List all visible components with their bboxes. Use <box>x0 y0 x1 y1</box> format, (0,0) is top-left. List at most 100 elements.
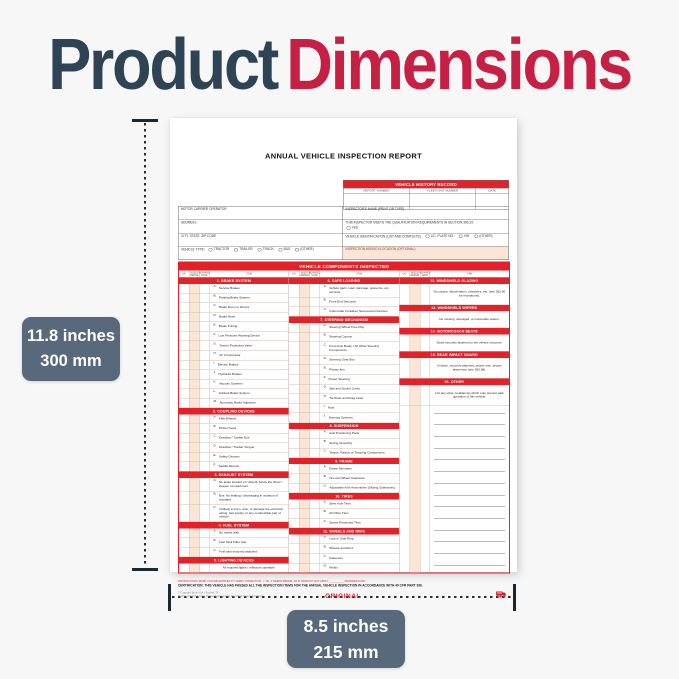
item-letter: A. <box>213 478 217 483</box>
inspection-item-row: No missing, damaged, or inoperable wiper… <box>399 311 509 329</box>
repaired-date-cell <box>200 398 210 408</box>
radio-option: (OTHER) <box>474 234 493 239</box>
item-text: Vehicle parts, load, dunnage, spare tire… <box>329 286 391 294</box>
field-options: YES <box>346 226 507 230</box>
needs-repair-cell <box>189 547 200 557</box>
inspection-item-row: K. Vacuum Systems <box>179 379 289 389</box>
dimension-cap-icon <box>513 584 516 611</box>
item-cell: A. Lock or Side Ring <box>320 534 399 543</box>
item-cell: C. Fuel tank securely attached. <box>210 548 289 557</box>
item-cell: C. Fasteners <box>320 554 399 563</box>
column-header-cell: REPAIRED DATE <box>419 270 431 278</box>
height-mm: 300 mm <box>40 352 102 370</box>
write-line <box>433 413 505 414</box>
inspection-item-row: G. Tractor Protection Valve <box>179 341 289 351</box>
ok-cell <box>399 405 410 573</box>
item-text: Safety Devices <box>218 455 240 459</box>
item-letter: C. <box>213 434 217 438</box>
radio-option-label: TRAILER <box>239 247 253 252</box>
ok-cell <box>179 423 190 433</box>
item-text: Adjustable Axle Assemblies (Sliding Subf… <box>329 486 395 490</box>
item-letter: J. <box>323 413 327 418</box>
ok-cell <box>289 332 300 342</box>
item-text: Steering Gear Box <box>329 358 355 362</box>
ok-cell <box>289 448 300 458</box>
repaired-date-cell <box>310 473 320 483</box>
repaired-date-cell <box>200 423 210 433</box>
ok-cell <box>289 438 300 448</box>
item-letter: A. <box>323 429 327 434</box>
item-letter: A. <box>213 415 217 419</box>
item-letter: E. <box>323 365 327 370</box>
item-letter: B. <box>213 294 217 298</box>
ok-cell <box>179 312 190 322</box>
ok-cell <box>179 537 190 548</box>
needs-repair-cell <box>189 398 200 408</box>
inspection-item-row: C. Fasteners <box>289 553 399 564</box>
inspection-item-row: B. Steering Column <box>289 332 399 343</box>
item-cell: C. Speed-Restricted Tires <box>320 519 399 528</box>
inspection-item-row: C. Speed-Restricted Tires <box>289 518 399 529</box>
column-header-cell: REPAIRED DATE <box>308 270 321 278</box>
needs-repair-cell <box>409 405 421 573</box>
repaired-date-cell <box>200 452 210 462</box>
ok-cell <box>179 504 190 522</box>
section-banner: 11. WHEELS AND RIMS <box>289 528 399 535</box>
inspection-item-row: D. Brake Hose <box>179 312 289 323</box>
height-inches: 11.8 inches <box>26 327 116 346</box>
ok-cell <box>289 563 300 573</box>
ok-cell <box>289 322 300 332</box>
item-letter: G. <box>213 341 217 346</box>
inspection-item-row: A. No visible leak. <box>179 528 289 538</box>
item-letter: B. <box>323 509 327 514</box>
item-cell: B. Front End Structure <box>320 297 399 306</box>
repaired-date-cell <box>310 499 320 509</box>
inspection-item-row: All required lights / reflectors operabl… <box>179 563 289 573</box>
needs-repair-cell <box>299 384 311 394</box>
ok-cell <box>399 357 410 379</box>
section-banner: 1. BRAKE SYSTEM <box>179 277 289 284</box>
repaired-date-cell <box>200 504 210 522</box>
radio-option-label: VIN <box>463 234 470 238</box>
repaired-date-cell <box>310 508 320 519</box>
ok-cell <box>179 350 190 360</box>
radio-option-label: TRUCK <box>262 247 274 252</box>
item-letter: B. <box>323 474 327 479</box>
truck-logo-icon <box>496 591 507 600</box>
inspection-item-row: I. Nuts <box>289 403 399 414</box>
history-empty-cell <box>343 193 410 210</box>
inspection-item-row: B. Spring Assembly <box>289 438 399 449</box>
needs-repair-cell <box>299 297 311 307</box>
item-cell: H. Tie Rods and Drag Links <box>320 394 399 403</box>
item-text: Tractor Protection Valve <box>219 343 253 348</box>
dimension-cap-icon <box>132 568 158 571</box>
item-cell: E. Brake Tubing <box>210 322 289 331</box>
ok-cell <box>289 508 300 519</box>
write-line <box>433 471 505 472</box>
needs-repair-cell <box>299 534 311 544</box>
item-cell: E. Safety Devices <box>210 453 289 462</box>
repaired-date-cell <box>200 379 210 389</box>
needs-repair-cell <box>299 429 311 439</box>
item-text: Fuel tank securely attached. <box>219 550 258 554</box>
needs-repair-cell <box>189 293 200 303</box>
item-letter: D. <box>213 443 217 448</box>
needs-repair-cell <box>189 331 200 341</box>
item-letter: C. <box>323 519 327 523</box>
repaired-date-cell <box>310 297 320 307</box>
width-label: 8.5 inches 215 mm <box>287 610 405 668</box>
item-text: Vacuum Systems <box>218 381 243 386</box>
repaired-date-cell <box>200 547 210 557</box>
column-header-cell: OK <box>179 270 190 278</box>
ok-cell <box>179 462 190 472</box>
repaired-date-cell <box>310 544 320 554</box>
item-cell: J. Hydraulic Brakes <box>210 370 289 379</box>
item-text: Air Compressor <box>219 353 241 357</box>
item-cell: G. Ball and Socket Joints <box>320 384 399 393</box>
item-text: Unlikely to burn, char, or damage the el… <box>219 507 283 519</box>
write-line <box>433 483 505 484</box>
item-cell: A. Service Brakes <box>210 284 289 293</box>
item-text: Frame Members <box>329 466 352 471</box>
inspection-item-row: B. All Other Tires <box>289 508 399 519</box>
inspection-item-row: J. Hydraulic Brakes <box>179 369 289 380</box>
